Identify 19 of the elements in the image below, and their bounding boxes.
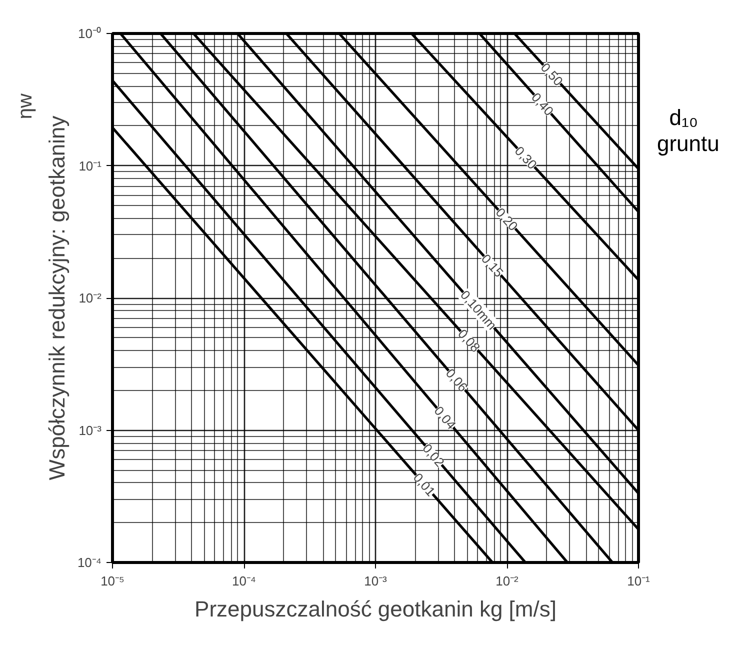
text: 0,40	[528, 90, 557, 119]
y-tick-label: 10⁻²	[78, 290, 102, 306]
y-tick-label: 10⁻⁴	[77, 555, 102, 570]
y-axis-title: Współczynnik redukcyjny: geotkaniny	[44, 116, 70, 480]
x-tick-label: 10⁻³	[364, 574, 388, 588]
x-tick-label: 10⁻²	[496, 574, 520, 588]
text: ηw	[14, 92, 36, 120]
y-tick-label: 10⁻⁰	[78, 26, 102, 41]
x-tick-label: 10⁻⁵	[100, 574, 124, 588]
text: 0,30	[512, 143, 540, 172]
x-axis-title: Przepuszczalność geotkanin kg [m/s]	[194, 596, 556, 622]
text: 0,15	[478, 251, 506, 280]
x-tick-label: 10⁻¹	[627, 574, 651, 588]
x-tick-label: 10⁻⁴	[232, 574, 256, 588]
text: d₁₀ gruntu	[657, 105, 720, 157]
text: 0,50	[538, 60, 566, 89]
y-tick-label: 10⁻³	[78, 422, 102, 438]
text: 0,20	[492, 204, 521, 234]
y-tick-label: 10⁻¹	[78, 158, 102, 174]
